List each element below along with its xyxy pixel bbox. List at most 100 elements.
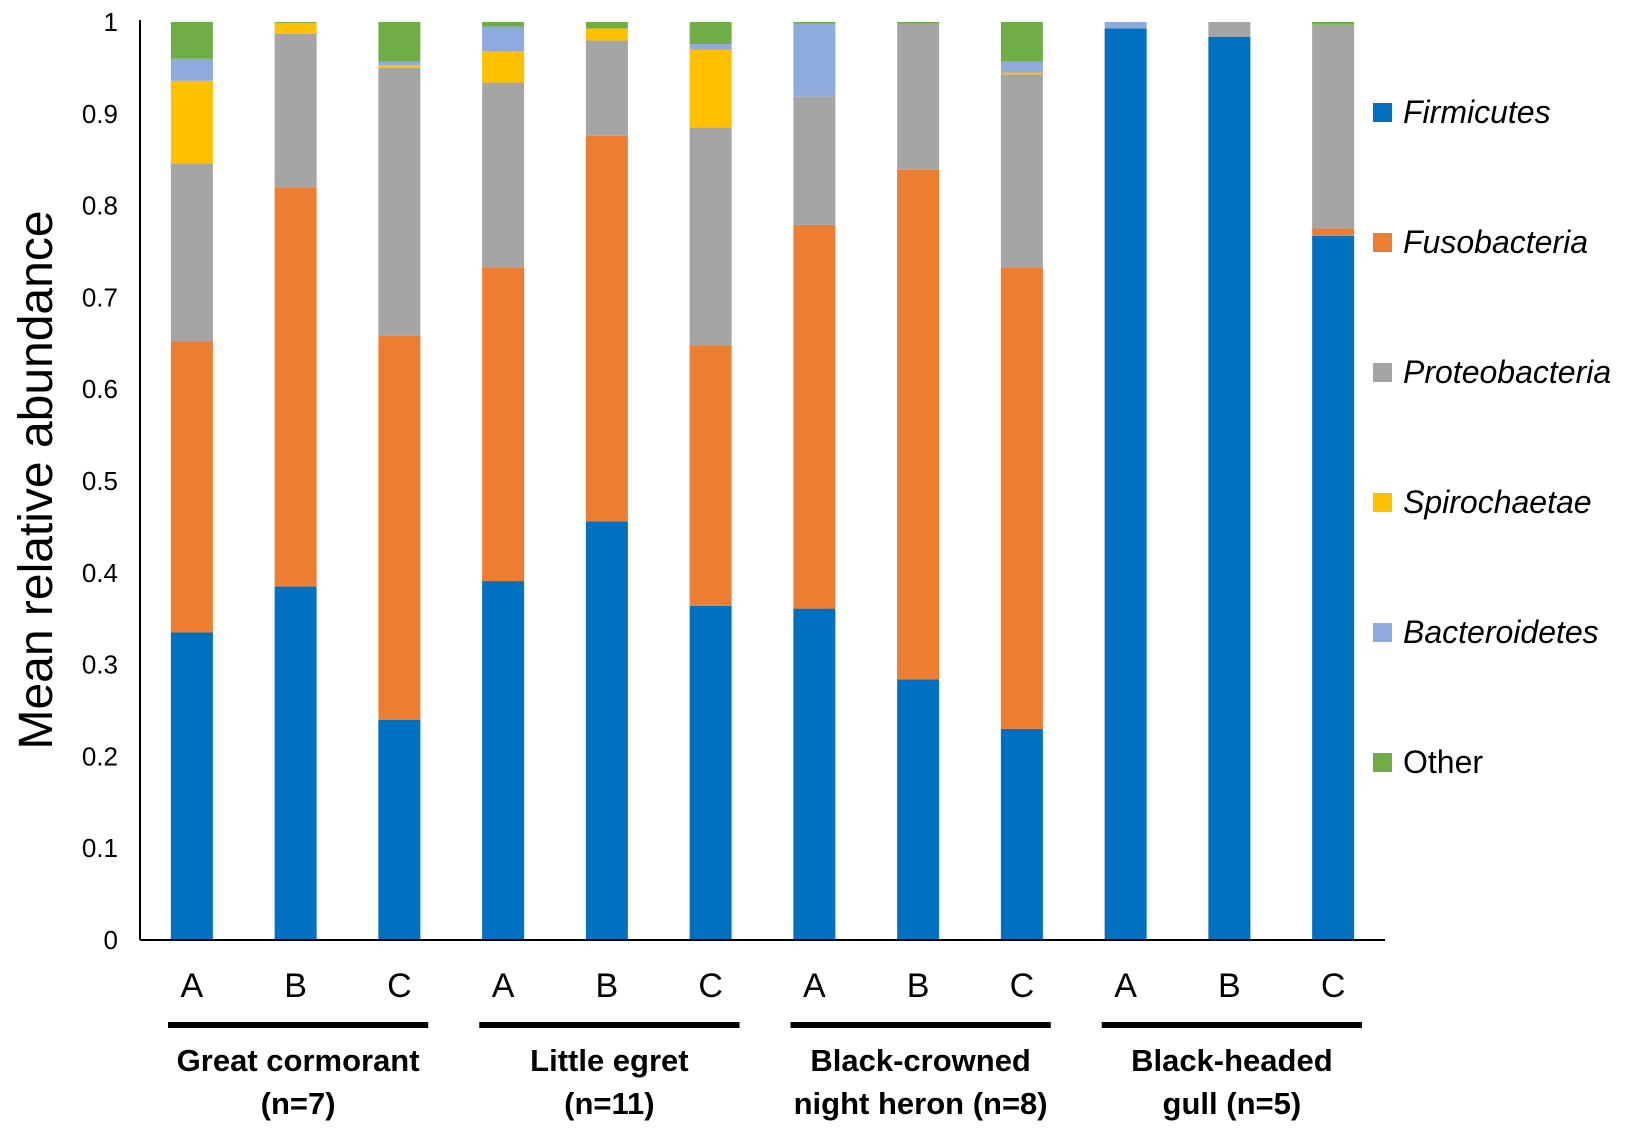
x-tick-label-2: B xyxy=(284,967,307,1005)
bar-segment-firmicutes-7 xyxy=(793,608,836,940)
bar-segment-bacteroidetes-9 xyxy=(1000,61,1043,73)
bar-segment-proteobacteria-4 xyxy=(482,82,525,269)
bar-segment-bacteroidetes-1 xyxy=(170,58,213,81)
bar-segment-fusobacteria-8 xyxy=(897,169,940,680)
group-label-1-line-2: (n=7) xyxy=(261,1086,336,1121)
y-tick-label-1: 0.1 xyxy=(82,833,118,863)
group-label-3-line-2: night heron (n=8) xyxy=(794,1086,1048,1121)
y-tick-label-6: 0.6 xyxy=(82,374,118,404)
group-label-4-line-1: Black-headed xyxy=(1131,1043,1333,1078)
group-label-2-line-2: (n=11) xyxy=(564,1086,654,1121)
bar-segment-bacteroidetes-7 xyxy=(793,23,836,97)
bar-segment-fusobacteria-7 xyxy=(793,224,836,609)
legend-swatch-spirochaetae xyxy=(1373,493,1392,512)
x-tick-label-7: A xyxy=(803,967,826,1005)
y-tick-label-8: 0.8 xyxy=(82,191,118,221)
bar-segment-firmicutes-9 xyxy=(1000,728,1043,940)
bar-segment-other-1 xyxy=(170,22,213,59)
bar-segment-firmicutes-3 xyxy=(378,719,421,940)
bar-segment-firmicutes-12 xyxy=(1312,235,1355,940)
axes-layer xyxy=(139,20,1385,941)
legend-label-bacteroidetes: Bacteroidetes xyxy=(1403,614,1599,650)
bar-segment-proteobacteria-6 xyxy=(689,127,732,346)
bar-segment-proteobacteria-7 xyxy=(793,96,836,225)
x-tick-label-5: B xyxy=(596,967,619,1005)
y-tick-label-4: 0.4 xyxy=(82,558,118,588)
legend-label-proteobacteria: Proteobacteria xyxy=(1403,354,1611,390)
bar-segment-proteobacteria-5 xyxy=(585,40,628,136)
legend-label-firmicutes: Firmicutes xyxy=(1403,94,1551,130)
bar-segment-firmicutes-6 xyxy=(689,605,732,940)
y-tick-label-0: 0 xyxy=(104,925,118,955)
group-label-3-line-1: Black-crowned xyxy=(810,1043,1031,1078)
bar-segment-proteobacteria-8 xyxy=(897,23,940,170)
bar-segment-proteobacteria-2 xyxy=(274,33,317,188)
bar-segment-fusobacteria-3 xyxy=(378,335,421,720)
y-tick-label-9: 0.9 xyxy=(82,99,118,129)
bar-segment-other-2 xyxy=(274,22,317,23)
bar-segment-firmicutes-5 xyxy=(585,521,628,940)
bars-layer xyxy=(170,22,1355,941)
legend-swatch-bacteroidetes xyxy=(1373,623,1392,642)
bar-segment-other-5 xyxy=(585,22,628,29)
y-tick-label-2: 0.2 xyxy=(82,741,118,771)
bar-segment-fusobacteria-1 xyxy=(170,341,213,633)
bar-segment-other-12 xyxy=(1312,22,1355,25)
bar-segment-fusobacteria-9 xyxy=(1000,267,1043,729)
bar-segment-bacteroidetes-10 xyxy=(1104,22,1147,29)
x-tick-label-12: C xyxy=(1321,967,1346,1005)
bar-segment-spirochaetae-6 xyxy=(689,49,732,128)
y-tick-labels: 0 0.1 0.2 0.3 0.4 0.5 0.6 0.7 0.8 0.9 1 xyxy=(82,7,118,955)
bar-segment-spirochaetae-2 xyxy=(274,22,317,34)
bar-segment-spirochaetae-3 xyxy=(378,65,421,68)
bar-segment-other-9 xyxy=(1000,22,1043,62)
bar-segment-other-4 xyxy=(482,22,525,27)
legend-swatch-firmicutes xyxy=(1373,103,1392,122)
bar-segment-proteobacteria-3 xyxy=(378,67,421,336)
bar-segment-other-3 xyxy=(378,22,421,62)
group-label-2-line-1: Little egret xyxy=(530,1043,688,1078)
x-group-labels: Great cormorant (n=7) Little egret (n=11) Bl… xyxy=(168,1022,1362,1121)
bar-segment-spirochaetae-9 xyxy=(1000,72,1043,75)
bar-segment-fusobacteria-6 xyxy=(689,345,732,606)
bar-segment-spirochaetae-1 xyxy=(170,80,213,164)
bar-segment-firmicutes-8 xyxy=(897,679,940,940)
group-label-1-line-1: Great cormorant xyxy=(177,1043,420,1078)
legend-label-fusobacteria: Fusobacteria xyxy=(1403,224,1588,260)
y-tick-label-10: 1 xyxy=(104,7,118,37)
bar-segment-fusobacteria-4 xyxy=(482,268,525,582)
bar-segment-firmicutes-1 xyxy=(170,632,213,940)
bar-segment-spirochaetae-4 xyxy=(482,51,525,83)
y-tick-label-3: 0.3 xyxy=(82,650,118,680)
y-tick-label-5: 0.5 xyxy=(82,466,118,496)
x-tick-label-11: B xyxy=(1218,967,1241,1005)
bar-segment-fusobacteria-12 xyxy=(1312,228,1355,236)
x-tick-label-10: A xyxy=(1114,967,1137,1005)
bar-segment-proteobacteria-9 xyxy=(1000,74,1043,268)
legend-label-other: Other xyxy=(1403,744,1483,780)
x-tick-label-9: C xyxy=(1010,967,1035,1005)
bar-segment-spirochaetae-5 xyxy=(585,28,628,41)
bar-segment-firmicutes-4 xyxy=(482,581,525,940)
y-axis-title: Mean relative abundance xyxy=(10,210,63,749)
bar-segment-bacteroidetes-6 xyxy=(689,44,732,50)
bar-segment-other-7 xyxy=(793,22,836,24)
legend: Firmicutes Fusobacteria Proteobacteria Spir… xyxy=(1373,94,1611,780)
y-tick-label-7: 0.7 xyxy=(82,282,118,312)
group-label-4-line-2: gull (n=5) xyxy=(1163,1086,1302,1121)
x-tick-label-1: A xyxy=(181,967,204,1005)
x-tick-label-8: B xyxy=(907,967,930,1005)
bar-segment-firmicutes-11 xyxy=(1208,36,1251,940)
bar-segment-bacteroidetes-3 xyxy=(378,61,421,66)
x-tick-label-6: C xyxy=(698,967,723,1005)
x-tick-label-4: A xyxy=(492,967,515,1005)
bar-segment-bacteroidetes-4 xyxy=(482,26,525,52)
legend-swatch-proteobacteria xyxy=(1373,363,1392,382)
bar-segment-firmicutes-2 xyxy=(274,586,317,940)
bar-segment-proteobacteria-11 xyxy=(1208,22,1251,37)
legend-swatch-other xyxy=(1373,753,1392,772)
bar-segment-firmicutes-10 xyxy=(1104,28,1147,941)
bar-segment-other-6 xyxy=(689,22,732,45)
